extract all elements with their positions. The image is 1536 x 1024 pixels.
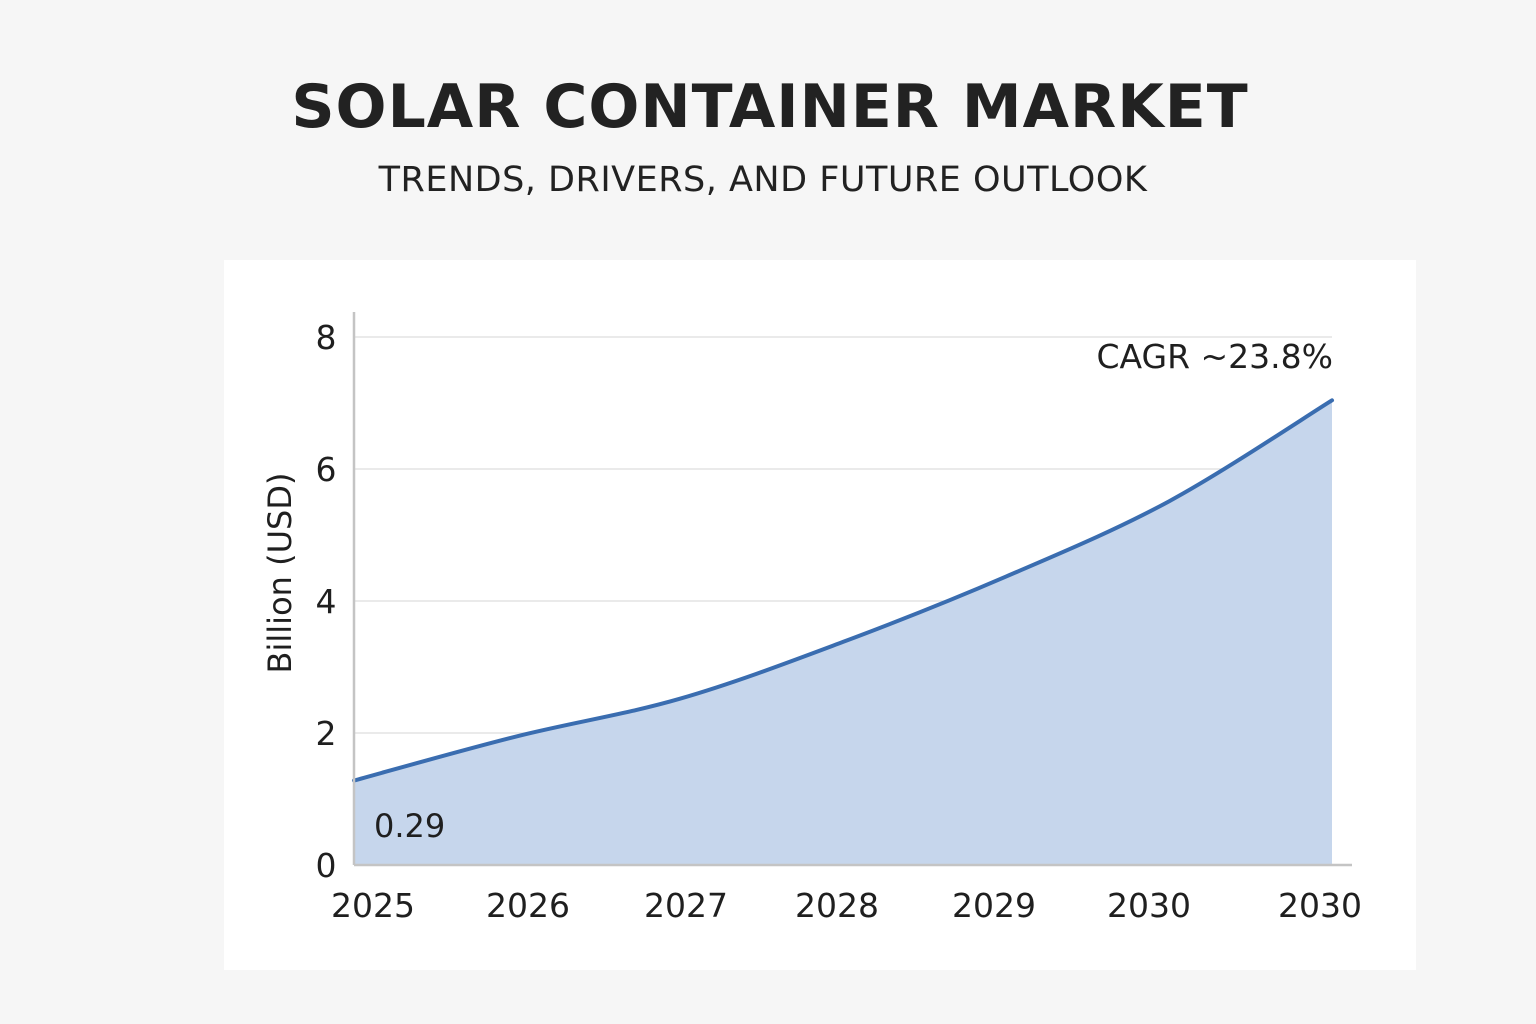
series-line bbox=[352, 398, 1334, 783]
x-tick-label: 2027 bbox=[644, 886, 728, 925]
y-tick-label: 4 bbox=[316, 582, 337, 621]
x-tick-label: 2026 bbox=[486, 886, 570, 925]
x-tick-label: 2025 bbox=[331, 886, 415, 925]
y-axis-label: Billion (USD) bbox=[261, 473, 299, 674]
y-tick-label: 2 bbox=[316, 714, 337, 753]
x-tick-labels: 2025 2026 2027 2028 2029 2030 2030 bbox=[331, 886, 1362, 925]
area-fill bbox=[354, 400, 1332, 865]
start-value-label: 0.29 bbox=[374, 807, 445, 845]
y-tick-label: 6 bbox=[316, 450, 337, 489]
y-tick-label: 8 bbox=[316, 318, 337, 357]
x-tick-label: 2030 bbox=[1107, 886, 1191, 925]
axes bbox=[352, 312, 1352, 867]
page-subtitle: TRENDS, DRIVERS, AND FUTURE OUTLOOK bbox=[378, 160, 1148, 200]
x-tick-label: 2030 bbox=[1278, 886, 1362, 925]
y-tick-labels: 0 2 4 6 8 bbox=[316, 318, 337, 885]
y-tick-label: 0 bbox=[316, 846, 337, 885]
x-tick-label: 2028 bbox=[795, 886, 879, 925]
x-tick-label: 2029 bbox=[952, 886, 1036, 925]
page-title: SOLAR CONTAINER MARKET bbox=[291, 72, 1249, 142]
cagr-label: CAGR ~23.8% bbox=[1096, 337, 1333, 376]
